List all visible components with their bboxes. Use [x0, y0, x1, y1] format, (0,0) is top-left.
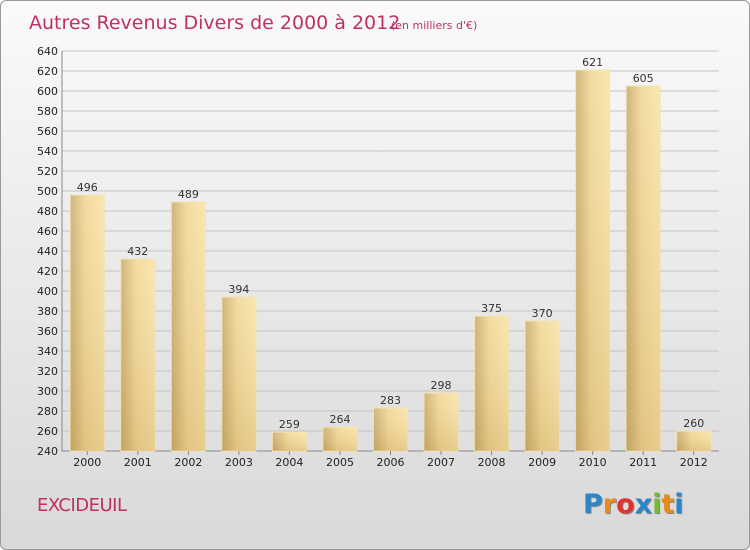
y-tick-label: 500 [37, 185, 58, 198]
value-label: 298 [431, 379, 452, 392]
bar-shade [575, 70, 610, 451]
y-tick-label: 460 [37, 225, 58, 238]
y-tick-label: 360 [37, 325, 58, 338]
bar-shade [272, 432, 307, 451]
value-labels: 496 432 489 394 259 264 283 298 375 370 621 605 260 [77, 56, 704, 431]
y-axis: 240 260 280 300 320 340 360 380 400 420 440 460 480 5… [37, 45, 719, 458]
bar-shade [525, 321, 560, 451]
bar-shade [120, 259, 155, 451]
bar-shade [70, 195, 105, 451]
logo-letter: r [602, 489, 617, 520]
value-label: 489 [178, 188, 199, 201]
value-label: 621 [582, 56, 603, 69]
y-tick-label: 600 [37, 85, 58, 98]
y-tick-label: 480 [37, 205, 58, 218]
x-tick-label: 2012 [680, 456, 708, 469]
y-tick-label: 280 [37, 405, 58, 418]
y-tick-label: 300 [37, 385, 58, 398]
proxiti-logo: Proxiti [583, 489, 684, 520]
y-tick-label: 440 [37, 245, 58, 258]
y-tick-label: 260 [37, 425, 58, 438]
x-tick-label: 2010 [579, 456, 607, 469]
value-label: 496 [77, 181, 98, 194]
bar-shade [676, 431, 711, 451]
x-tick-label: 2005 [326, 456, 354, 469]
gridlines [62, 50, 719, 452]
x-tick-label: 2004 [275, 456, 303, 469]
value-label: 605 [633, 72, 654, 85]
y-tick-label: 400 [37, 285, 58, 298]
chart-title: Autres Revenus Divers de 2000 à 2012 [29, 12, 400, 34]
x-tick-label: 2000 [73, 456, 101, 469]
x-tick-label: 2003 [225, 456, 253, 469]
x-tick-label: 2002 [174, 456, 202, 469]
y-tick-label: 580 [37, 105, 58, 118]
x-tick-label: 2008 [478, 456, 506, 469]
logo-letter: P [583, 489, 603, 520]
value-label: 283 [380, 394, 401, 407]
value-label: 375 [481, 302, 502, 315]
y-tick-label: 560 [37, 125, 58, 138]
logo-letter: o [616, 489, 635, 520]
y-tick-label: 520 [37, 165, 58, 178]
bar-shade [373, 408, 408, 451]
logo-letter: i [674, 489, 684, 520]
x-tick-label: 2007 [427, 456, 455, 469]
bar-shade [221, 297, 256, 451]
bar-shade [322, 427, 357, 451]
value-label: 259 [279, 418, 300, 431]
x-axis: 2000 2001 2002 2003 2004 2005 2006 2007 2008 2009… [73, 451, 708, 469]
value-label: 264 [329, 413, 350, 426]
chart-subtitle: (en milliers d'€) [391, 19, 477, 32]
bar-shade [171, 202, 206, 451]
x-tick-label: 2009 [528, 456, 556, 469]
commune-name: EXCIDEUIL [37, 495, 127, 516]
bars [69, 69, 712, 452]
logo-letter: x [634, 489, 653, 520]
bar-shade [424, 393, 459, 451]
bar-shade [474, 316, 509, 451]
y-tick-label: 340 [37, 345, 58, 358]
bar-shade [626, 86, 661, 451]
logo-letter: t [661, 489, 675, 520]
y-tick-label: 540 [37, 145, 58, 158]
value-label: 394 [228, 283, 249, 296]
y-tick-label: 640 [37, 45, 58, 58]
y-tick-label: 240 [37, 445, 58, 458]
x-tick-label: 2011 [629, 456, 657, 469]
y-tick-label: 420 [37, 265, 58, 278]
y-tick-label: 320 [37, 365, 58, 378]
logo-letter: i [652, 489, 662, 520]
y-tick-label: 620 [37, 65, 58, 78]
value-label: 260 [683, 417, 704, 430]
value-label: 432 [127, 245, 148, 258]
x-tick-label: 2001 [124, 456, 152, 469]
x-tick-label: 2006 [377, 456, 405, 469]
value-label: 370 [532, 307, 553, 320]
y-tick-label: 380 [37, 305, 58, 318]
